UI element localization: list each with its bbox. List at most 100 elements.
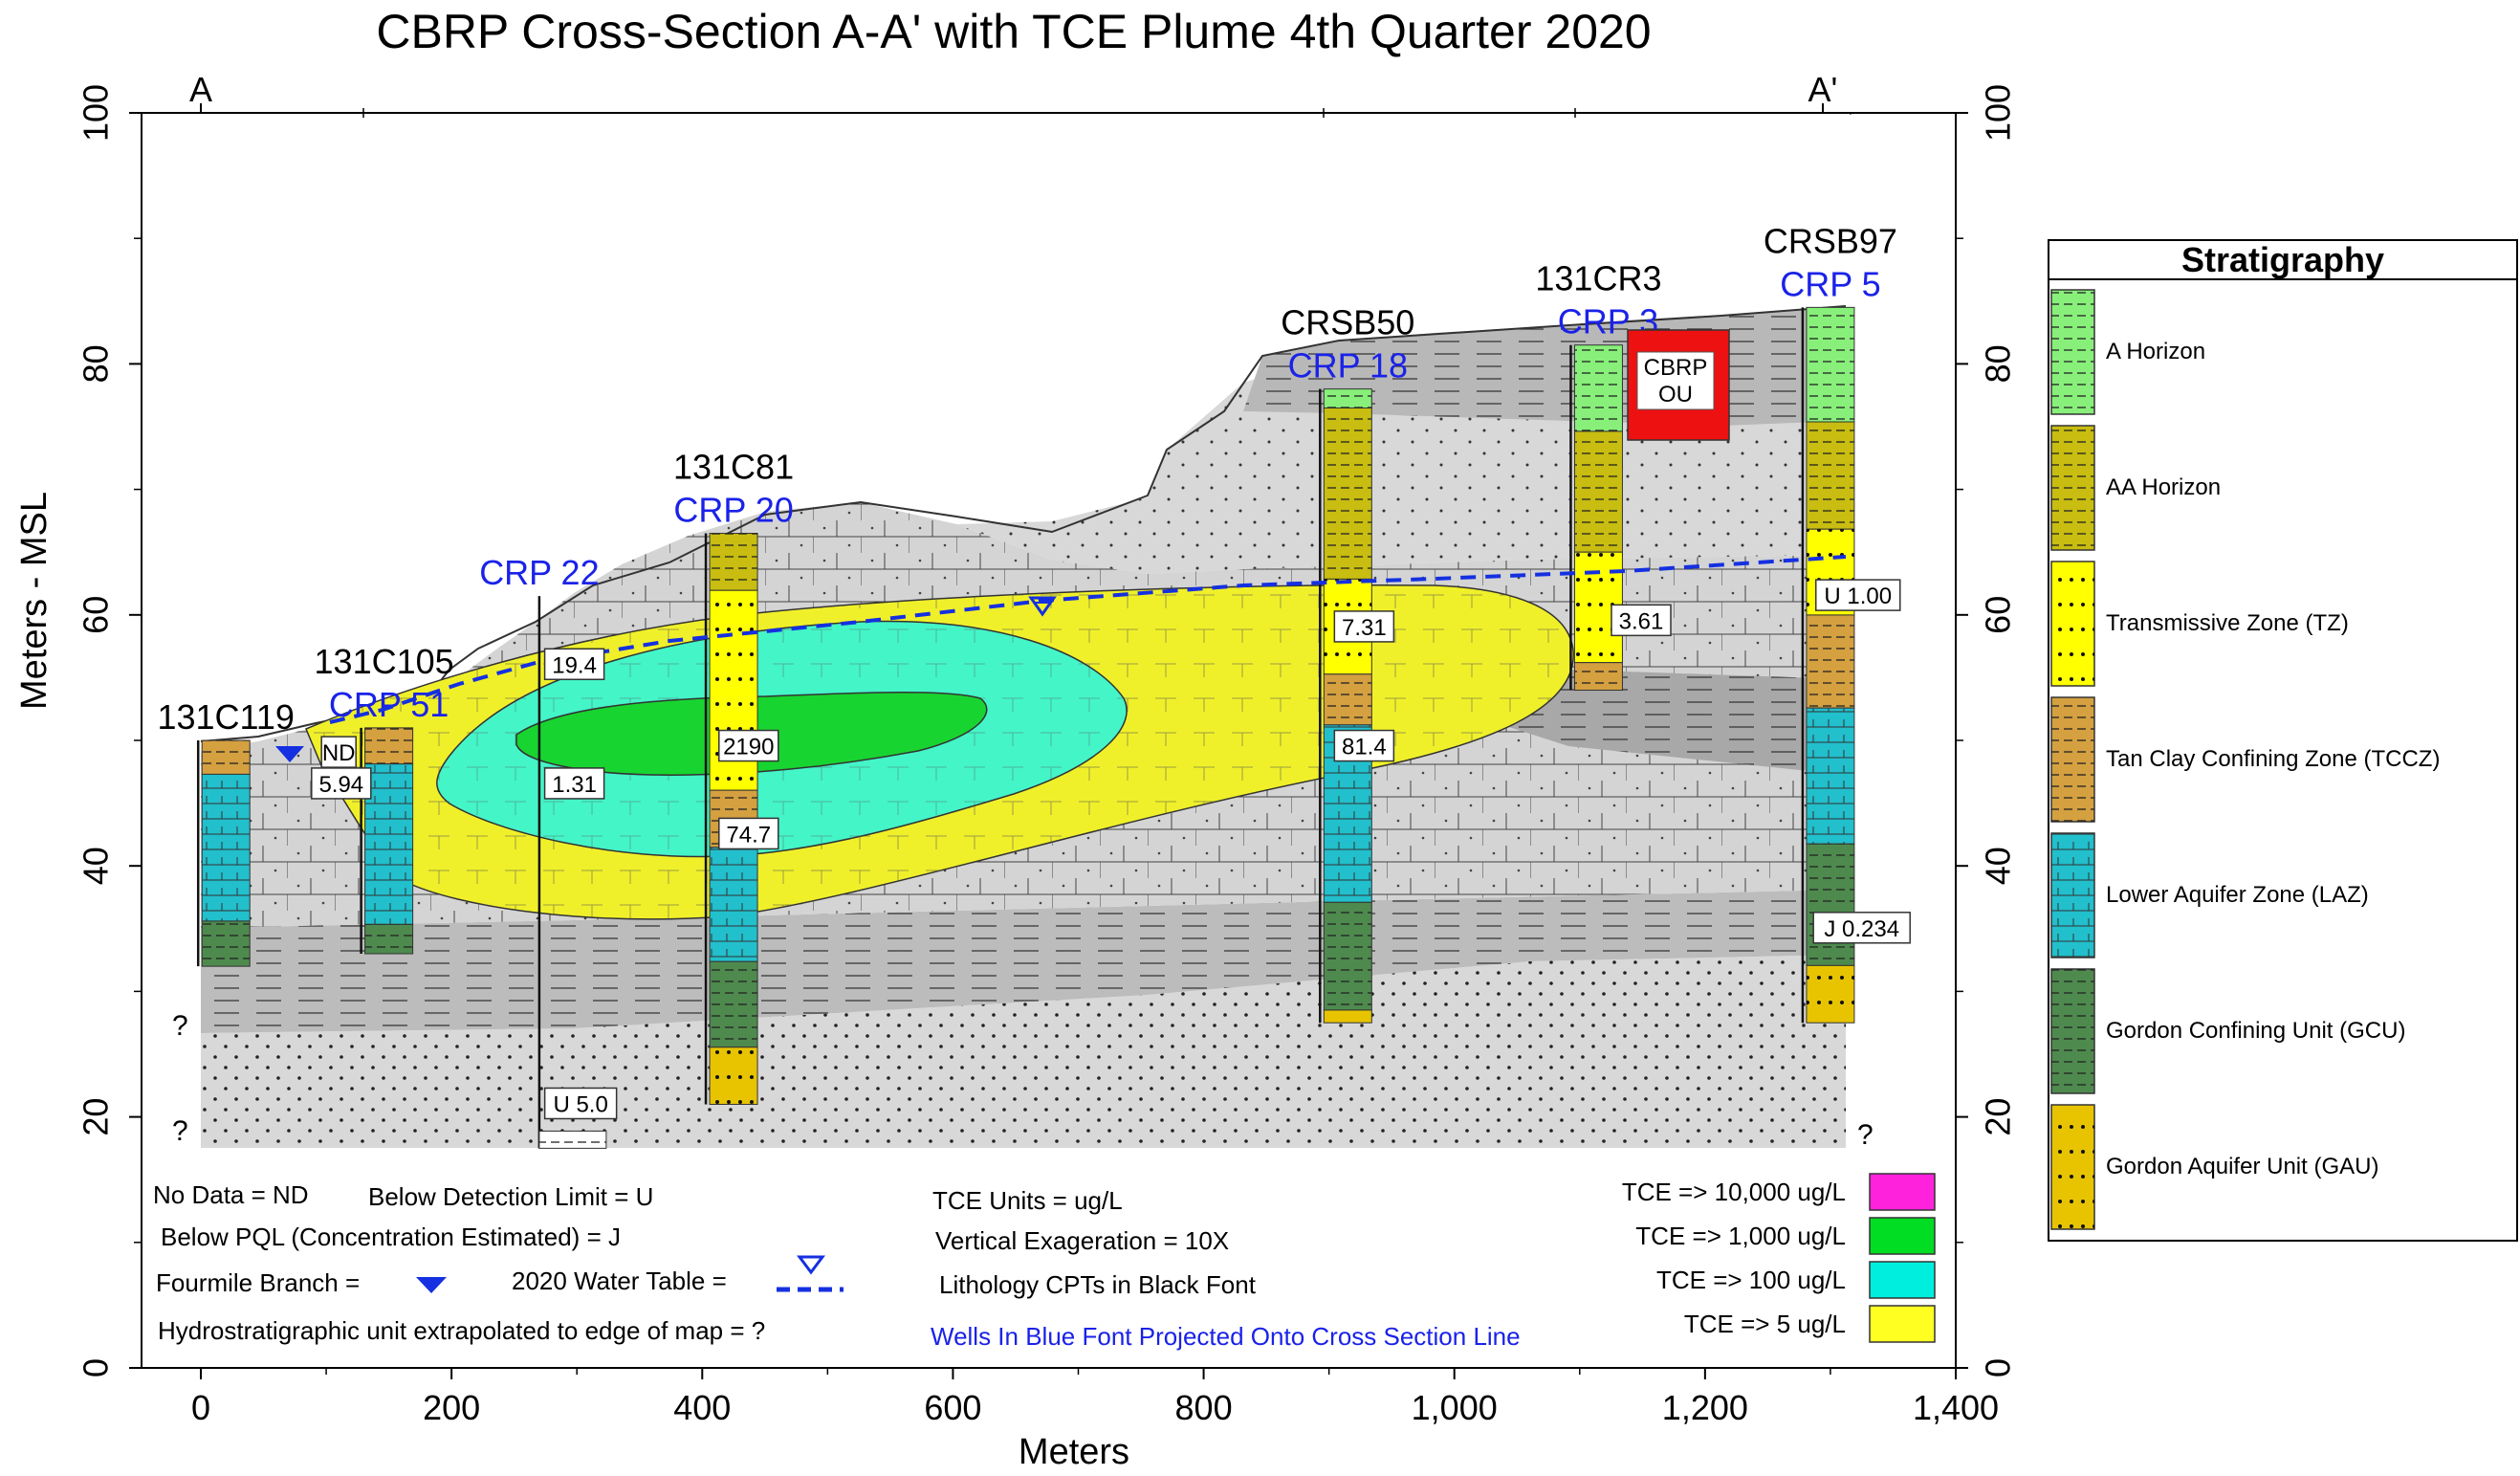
y-tick-label: 80 xyxy=(77,344,116,383)
concentration-value: 3.61 xyxy=(1619,608,1664,634)
stratigraphy-swatch-pattern xyxy=(2051,562,2094,686)
concentration-box xyxy=(1611,604,1672,637)
y-axis-label: Meters - MSL xyxy=(14,492,55,710)
concentration-label: 81.4 xyxy=(1333,729,1395,762)
tce-legend-swatch xyxy=(1869,1173,1936,1211)
cbrp-ou-feature: CBRP OU xyxy=(1627,329,1730,441)
y-tick-label: 100 xyxy=(77,84,116,142)
well-segment-pattern xyxy=(1574,662,1623,691)
section-end-a: A xyxy=(189,70,212,109)
stratigraphy-label: Transmissive Zone (TZ) xyxy=(2106,610,2349,636)
x-tick-label: 1,400 xyxy=(1913,1388,1999,1427)
well-segment-pattern xyxy=(1574,344,1623,431)
stratigraphy-label: Tan Clay Confining Zone (TCCZ) xyxy=(2106,746,2440,772)
stratigraphy-label: Lower Aquifer Zone (LAZ) xyxy=(2106,882,2369,908)
concentration-value: 1.31 xyxy=(552,772,597,798)
well-segment-pattern xyxy=(202,920,251,967)
x-tick-label: 400 xyxy=(673,1388,731,1427)
stratigraphy-label: AA Horizon xyxy=(2106,474,2221,500)
stratigraphy-legend: Stratigraphy A Horizon AA Horizon Transmis… xyxy=(2048,239,2518,1242)
well-CRP22: CRP 22 xyxy=(479,553,607,1149)
tce-legend-item: TCE => 5 ug/L xyxy=(1684,1305,1936,1343)
axes: A A' 0 200 400 600 800 1,000 1,200 1,400 0 020 20… xyxy=(14,70,2018,1472)
well-segment-pattern xyxy=(1324,408,1372,580)
tce-legend-label: TCE => 5 ug/L xyxy=(1684,1310,1846,1338)
concentration-value: 81.4 xyxy=(1342,735,1387,760)
concentration-label: 3.61 xyxy=(1611,604,1672,637)
well-segment-pattern xyxy=(1324,1009,1372,1024)
concentration-box xyxy=(1333,729,1395,762)
well-segment-pattern xyxy=(1574,430,1623,553)
stratigraphy-swatch-pattern xyxy=(2051,1105,2094,1229)
stratigraphy-item: A Horizon xyxy=(2050,289,2205,415)
x-tick-label: 1,000 xyxy=(1412,1388,1498,1427)
well-segment-pattern xyxy=(1324,388,1372,408)
well-CRSB97: CRP 5 CRSB97 xyxy=(1764,221,1897,1024)
concentration-label: J 0.234 xyxy=(1812,912,1911,944)
concentration-box xyxy=(320,736,357,768)
question-mark: ? xyxy=(1857,1119,1874,1151)
x-tick-label: 600 xyxy=(924,1388,981,1427)
well-alt-label: CRP 5 xyxy=(1780,264,1880,303)
well-segment-pattern xyxy=(1806,307,1854,423)
well-segment-pattern xyxy=(1806,708,1854,845)
note-tce-units: TCE Units = ug/L xyxy=(932,1186,1123,1215)
concentration-value: U 5.0 xyxy=(553,1091,607,1117)
concentration-value: 7.31 xyxy=(1342,615,1387,641)
chart-title: CBRP Cross-Section A-A' with TCE Plume 4… xyxy=(376,5,1651,58)
stratigraphy-swatch-pattern xyxy=(2051,290,2094,414)
section-end-a-prime: A' xyxy=(1808,70,1838,109)
tce-legend-label: TCE => 1,000 ug/L xyxy=(1635,1222,1846,1250)
y-tick-label: 0 xyxy=(77,1358,116,1377)
well-segment-pattern xyxy=(202,740,251,775)
y-tick-label-right: 0 xyxy=(1979,1358,2018,1377)
note-vertical-exaggeration: Vertical Exageration = 10X xyxy=(935,1226,1229,1255)
well-segment-pattern xyxy=(710,847,758,962)
x-tick-label: 800 xyxy=(1175,1388,1233,1427)
well-alt-label: CRP 18 xyxy=(1288,346,1408,386)
well-131C81: CRP 20 131C81 xyxy=(673,448,794,1105)
concentration-value: U 1.00 xyxy=(1824,584,1892,609)
tce-legend-swatch xyxy=(1869,1261,1936,1299)
tce-legend: TCE => 10,000 ug/L TCE => 1,000 ug/L TCE =… xyxy=(1622,1173,1936,1343)
well-segment-pattern xyxy=(1806,844,1854,966)
well-segment-pattern xyxy=(1806,965,1854,1024)
stratigraphy-item: AA Horizon xyxy=(2050,425,2221,551)
note-lithology: Lithology CPTs in Black Font xyxy=(939,1270,1257,1299)
stratigraphy-item: Tan Clay Confining Zone (TCCZ) xyxy=(2050,696,2440,823)
well-segment-pattern xyxy=(710,533,758,591)
stratigraphy-item: Gordon Aquifer Unit (GAU) xyxy=(2050,1104,2378,1230)
well-name-label: 131CR3 xyxy=(1535,259,1661,298)
concentration-box xyxy=(718,729,779,762)
well-alt-label: CRP 51 xyxy=(329,685,449,724)
note-below-detection: Below Detection Limit = U xyxy=(368,1182,653,1211)
concentration-box xyxy=(1333,610,1395,643)
stratigraphy-swatch-pattern xyxy=(2051,833,2094,958)
well-segment-pattern xyxy=(364,924,413,955)
stratigraphy-swatch-pattern xyxy=(2051,426,2094,550)
concentration-label: 1.31 xyxy=(543,767,605,800)
note-projected-wells: Wells In Blue Font Projected Onto Cross … xyxy=(931,1322,1521,1351)
well-segment-pattern xyxy=(202,774,251,921)
note-water-table: 2020 Water Table = xyxy=(512,1267,727,1295)
concentration-labels: ND 5.94 19.4 1.31 2190 74.7 7.31 81.4 3.61 U 1.00… xyxy=(311,579,1911,1120)
concentration-box xyxy=(543,767,605,800)
x-axis-ticks: 0 200 400 600 800 1,000 1,200 1,400 xyxy=(191,1368,1999,1427)
concentration-value: ND xyxy=(322,740,356,766)
tce-legend-label: TCE => 10,000 ug/L xyxy=(1622,1178,1846,1206)
cbrp-ou-label-1: CBRP xyxy=(1644,355,1708,381)
concentration-box xyxy=(1815,579,1901,611)
y-tick-label-right: 40 xyxy=(1979,847,2018,885)
note-no-data: No Data = ND xyxy=(153,1180,309,1209)
note-below-pql: Below PQL (Concentration Estimated) = J xyxy=(161,1223,621,1251)
stratigraphy-label: Gordon Aquifer Unit (GAU) xyxy=(2106,1154,2378,1179)
well-segment-pattern xyxy=(1324,673,1372,725)
tce-plume xyxy=(305,584,1574,920)
well-alt-label: CRP 20 xyxy=(673,491,793,530)
tce-legend-item: TCE => 10,000 ug/L xyxy=(1622,1173,1936,1211)
y-tick-label-right: 80 xyxy=(1979,344,2018,383)
well-name-label: CRSB97 xyxy=(1764,221,1897,260)
stratigraphy-swatch-pattern xyxy=(2051,697,2094,822)
